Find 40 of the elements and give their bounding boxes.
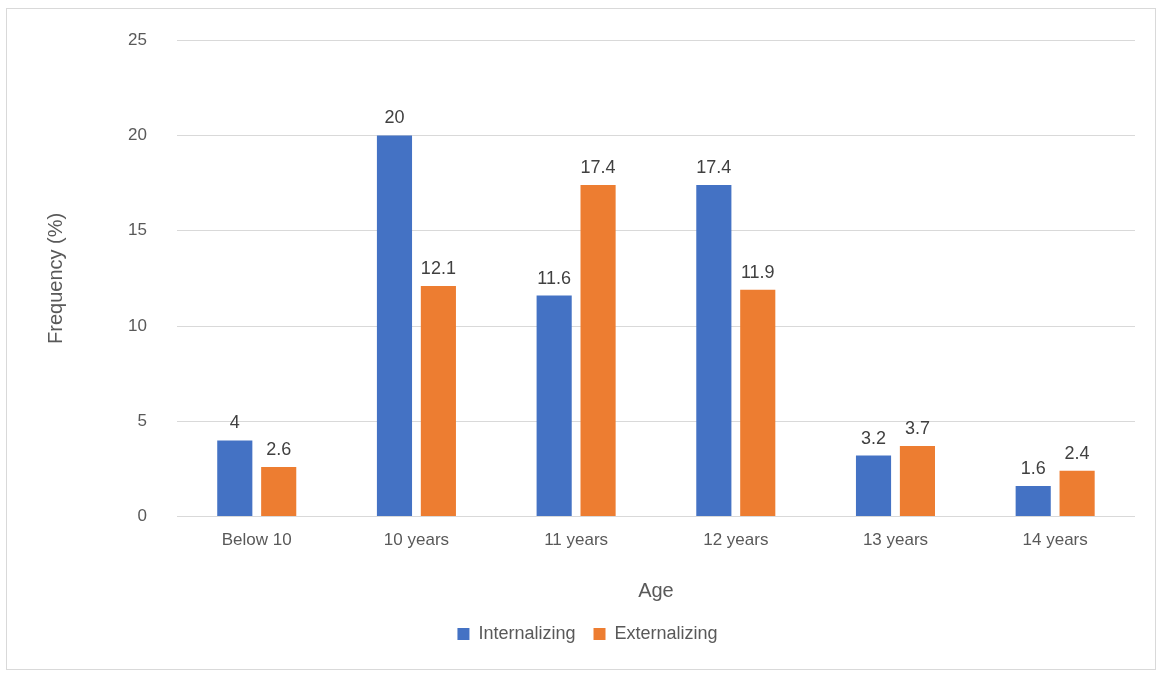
bar	[696, 185, 732, 517]
y-axis-title: Frequency (%)	[43, 212, 66, 344]
bar	[899, 446, 935, 517]
y-tick-label: 10	[127, 315, 147, 335]
data-label: 3.2	[861, 427, 887, 448]
bar	[855, 455, 892, 517]
x-tick-label: 11 years	[544, 530, 609, 550]
y-tick-label: 5	[137, 411, 147, 431]
data-label: 17.4	[580, 156, 616, 177]
bar	[536, 295, 572, 517]
y-tick-label: 15	[127, 220, 147, 240]
bar	[217, 440, 253, 517]
data-label: 20	[384, 107, 405, 128]
bar	[376, 135, 413, 517]
data-label: 11.9	[740, 261, 775, 282]
x-tick-label: 13 years	[862, 530, 929, 550]
x-tick-label: 12 years	[703, 530, 769, 550]
legend-label: Externalizing	[614, 622, 718, 643]
data-label: 3.7	[904, 418, 930, 439]
data-label: 12.1	[420, 257, 456, 278]
bar	[740, 289, 776, 517]
x-tick-label: 14 years	[1022, 530, 1088, 550]
x-tick-label: 10 years	[383, 530, 450, 550]
x-axis-title: Age	[638, 578, 674, 601]
y-tick-label: 20	[127, 125, 147, 145]
bar	[580, 185, 616, 517]
data-label: 4	[229, 412, 240, 433]
data-label: 1.6	[1020, 458, 1046, 479]
bar	[1015, 486, 1051, 517]
bar	[261, 467, 297, 517]
data-label: 17.4	[696, 156, 732, 177]
y-tick-label: 0	[137, 506, 147, 526]
y-tick-label: 25	[127, 29, 147, 49]
data-label: 2.4	[1064, 442, 1090, 463]
bar	[420, 286, 456, 517]
x-tick-label: Below 10	[221, 530, 292, 550]
data-label: 11.6	[537, 267, 572, 288]
data-label: 2.6	[266, 439, 292, 460]
legend-label: Internalizing	[478, 622, 576, 643]
bar	[1059, 470, 1095, 517]
